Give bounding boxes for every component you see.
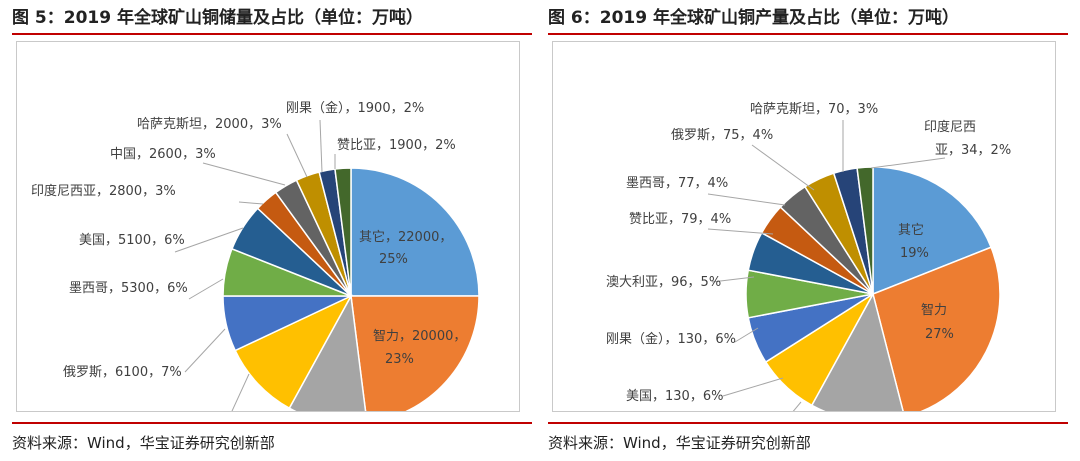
pie-slice	[350, 295, 480, 411]
data-label: 中国，2600，3%	[110, 147, 216, 162]
leader-line	[870, 157, 946, 169]
pie-slice	[856, 166, 874, 295]
pie-slices	[222, 167, 480, 411]
pie-slice	[334, 167, 352, 297]
data-label: 哈萨克斯坦，70，3%	[750, 102, 878, 117]
plot-area: 其它19%智力27%秘鲁，240，12%中国，160，8%美国，130，6%刚果…	[552, 41, 1056, 412]
pie-chart-production: 其它19%智力27%秘鲁，240，12%中国，160，8%美国，130，6%刚果…	[606, 102, 1011, 411]
data-label: 赞比亚，1900，2%	[337, 138, 456, 153]
leader-line	[238, 201, 264, 205]
leader-line	[711, 276, 755, 283]
pie-slice	[234, 294, 353, 410]
data-label: 墨西哥，5300，6%	[69, 281, 188, 296]
leader-line	[707, 228, 774, 235]
pie-slices	[745, 166, 1001, 411]
leader-line	[231, 373, 250, 411]
pie-slice	[810, 291, 904, 411]
leader-line	[319, 119, 323, 173]
leader-line	[707, 193, 786, 206]
data-label: 亚，34，2%	[935, 143, 1011, 158]
chart-panel-production: 图 6：2019 年全球矿山铜产量及占比（单位：万吨） 其它19%智力27%秘鲁…	[548, 0, 1068, 461]
data-label: 其它	[898, 222, 924, 238]
pie-slice	[872, 166, 993, 296]
plot-area: 其它，22000，25%智力，20000，23%秘鲁，8700，10%澳大利亚，…	[16, 41, 520, 412]
chart-title: 图 5：2019 年全球矿山铜储量及占比（单位：万吨）	[12, 8, 423, 28]
data-label: 澳大利亚，96，5%	[606, 274, 721, 290]
leader-line	[792, 401, 802, 411]
data-label: 25%	[379, 252, 408, 267]
data-label: 俄罗斯，75，4%	[671, 128, 773, 143]
data-label: 印度尼西亚，2800，3%	[31, 183, 176, 199]
pie-chart-reserves: 其它，22000，25%智力，20000，23%秘鲁，8700，10%澳大利亚，…	[31, 100, 480, 411]
data-label: 美国，130，6%	[626, 389, 723, 404]
leader-line	[722, 377, 784, 397]
leader-line	[174, 227, 244, 253]
leader-line	[751, 144, 815, 191]
leader-line	[188, 278, 224, 300]
title-divider	[12, 33, 532, 35]
slice-labels: 其它19%智力27%秘鲁，240，12%中国，160，8%美国，130，6%刚果…	[606, 102, 1011, 411]
bottom-divider	[548, 422, 1068, 424]
data-label: 23%	[385, 352, 414, 367]
pie-slice	[288, 293, 367, 411]
data-label: 赞比亚，79，4%	[629, 212, 731, 227]
data-label: 27%	[925, 327, 954, 342]
title-divider	[548, 33, 1068, 35]
leader-line	[184, 328, 226, 373]
pie-slice	[872, 246, 1001, 411]
data-label: 19%	[900, 246, 929, 261]
source-note: 资料来源：Wind，华宝证券研究创新部	[12, 434, 275, 452]
data-label: 智力，20000，	[373, 329, 466, 344]
data-label: 智力	[921, 303, 947, 318]
data-label: 哈萨克斯坦，2000，3%	[137, 117, 282, 132]
bottom-divider	[12, 422, 532, 424]
source-note: 资料来源：Wind，华宝证券研究创新部	[548, 434, 811, 452]
data-label: 墨西哥，77，4%	[626, 176, 728, 191]
chart-panel-reserves: 图 5：2019 年全球矿山铜储量及占比（单位：万吨） 其它，22000， 25%…	[12, 0, 532, 461]
data-label: 刚果（金），1900，2%	[286, 100, 424, 116]
data-label: 俄罗斯，6100，7%	[63, 365, 182, 380]
leader-line	[286, 133, 308, 178]
data-label: 刚果（金），130，6%	[606, 331, 736, 347]
slice-labels: 其它，22000，25%智力，20000，23%秘鲁，8700，10%澳大利亚，…	[31, 100, 466, 411]
leader-line	[202, 162, 286, 186]
data-label: 其它，22000，	[359, 229, 452, 245]
pie-slice	[350, 167, 480, 297]
data-label: 印度尼西	[924, 119, 976, 135]
chart-title: 图 6：2019 年全球矿山铜产量及占比（单位：万吨）	[548, 8, 959, 28]
leader-line	[734, 327, 759, 343]
data-label: 美国，5100，6%	[79, 233, 185, 248]
